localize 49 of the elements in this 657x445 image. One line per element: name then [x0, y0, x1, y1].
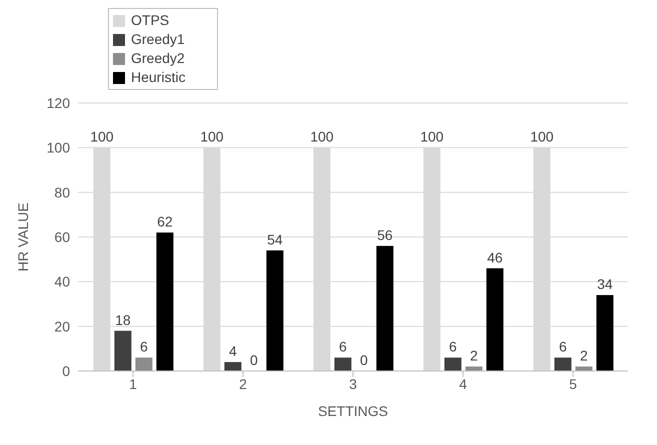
y-tick-label: 40 — [54, 274, 70, 290]
x-tick-label: 1 — [129, 376, 138, 392]
data-label: 62 — [157, 214, 173, 230]
bar — [444, 358, 462, 371]
x-tick-label: 2 — [239, 376, 248, 392]
data-label: 18 — [115, 312, 131, 328]
data-label: 100 — [90, 128, 114, 145]
x-tick-label: 3 — [349, 376, 358, 392]
data-label: 100 — [310, 128, 334, 145]
data-label: 4 — [229, 343, 237, 360]
y-axis-title: HR VALUE — [14, 202, 31, 272]
bar — [334, 358, 352, 371]
y-tick-label: 80 — [54, 184, 70, 200]
data-label: 2 — [470, 348, 478, 364]
legend-label: Greedy1 — [131, 30, 185, 49]
y-tick-label: 60 — [54, 228, 70, 245]
data-label: 100 — [420, 128, 444, 145]
data-label: 34 — [597, 276, 613, 292]
data-label: 56 — [377, 226, 393, 243]
data-label: 6 — [449, 338, 457, 355]
y-tick-label: 100 — [46, 140, 70, 156]
x-tick-label: 4 — [459, 376, 468, 392]
bar — [156, 232, 174, 371]
data-label: 46 — [487, 249, 503, 266]
data-label: 6 — [559, 338, 567, 355]
data-label: 54 — [267, 231, 283, 248]
data-label: 0 — [360, 352, 368, 368]
data-label: 0 — [250, 352, 258, 368]
data-label: 6 — [140, 338, 148, 355]
bar — [114, 330, 132, 371]
data-label: 2 — [580, 348, 588, 364]
bar — [135, 358, 152, 371]
bar — [376, 246, 394, 371]
data-label: 100 — [530, 128, 554, 145]
bar — [554, 358, 572, 371]
bar — [266, 250, 284, 371]
y-tick-label: 20 — [54, 318, 70, 334]
bar — [486, 268, 504, 371]
y-tick-label: 120 — [46, 94, 70, 111]
bar — [596, 295, 614, 371]
legend-label: OTPS — [131, 11, 170, 30]
data-label: 6 — [339, 338, 347, 355]
x-tick-label: 5 — [569, 376, 578, 392]
x-axis-title: SETTINGS — [318, 403, 388, 419]
legend-label: Heuristic — [131, 68, 186, 87]
data-label: 100 — [200, 128, 224, 145]
legend-label: Greedy2 — [131, 49, 185, 68]
bar — [224, 362, 242, 371]
y-tick-label: 0 — [62, 362, 70, 379]
